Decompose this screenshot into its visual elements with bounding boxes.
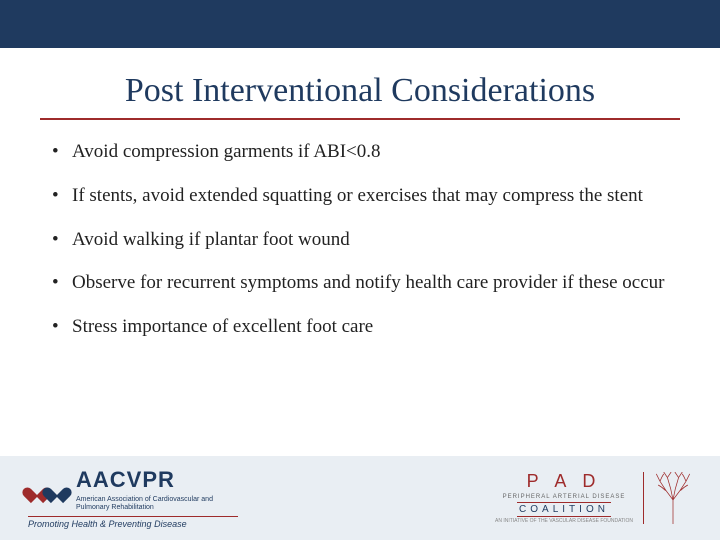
aacvpr-fullname: American Association of Cardiovascular a… bbox=[76, 496, 236, 511]
aacvpr-row: AACVPR American Association of Cardiovas… bbox=[28, 467, 238, 511]
pad-acronym: P A D bbox=[527, 471, 602, 492]
slide-title: Post Interventional Considerations bbox=[0, 72, 720, 110]
header-bar bbox=[0, 0, 720, 48]
footer: AACVPR American Association of Cardiovas… bbox=[0, 456, 720, 540]
pad-coalition-label: COALITION bbox=[517, 502, 611, 517]
pad-initiative: AN INITIATIVE OF THE VASCULAR DISEASE FO… bbox=[495, 519, 633, 525]
aacvpr-hearts-icon bbox=[28, 481, 66, 499]
aacvpr-tagline: Promoting Health & Preventing Disease bbox=[28, 519, 238, 529]
bullet-item: If stents, avoid extended squatting or e… bbox=[50, 184, 670, 208]
vertical-divider bbox=[643, 472, 644, 524]
bullet-item: Avoid walking if plantar foot wound bbox=[50, 228, 670, 252]
title-underline bbox=[40, 118, 680, 120]
aacvpr-logo: AACVPR American Association of Cardiovas… bbox=[28, 467, 238, 528]
aacvpr-acronym: AACVPR bbox=[76, 467, 236, 493]
heart-icon bbox=[48, 481, 66, 499]
bullet-list: Avoid compression garments if ABI<0.8 If… bbox=[0, 140, 720, 339]
bullet-item: Avoid compression garments if ABI<0.8 bbox=[50, 140, 670, 164]
bullet-item: Stress importance of excellent foot care bbox=[50, 315, 670, 339]
pad-coalition-logo: P A D PERIPHERAL ARTERIAL DISEASE COALIT… bbox=[495, 471, 692, 525]
separator-line bbox=[28, 516, 238, 517]
pad-expansion: PERIPHERAL ARTERIAL DISEASE bbox=[503, 494, 626, 500]
vascular-tree-icon bbox=[654, 472, 692, 524]
pad-text-block: P A D PERIPHERAL ARTERIAL DISEASE COALIT… bbox=[495, 471, 633, 525]
bullet-item: Observe for recurrent symptoms and notif… bbox=[50, 271, 670, 295]
